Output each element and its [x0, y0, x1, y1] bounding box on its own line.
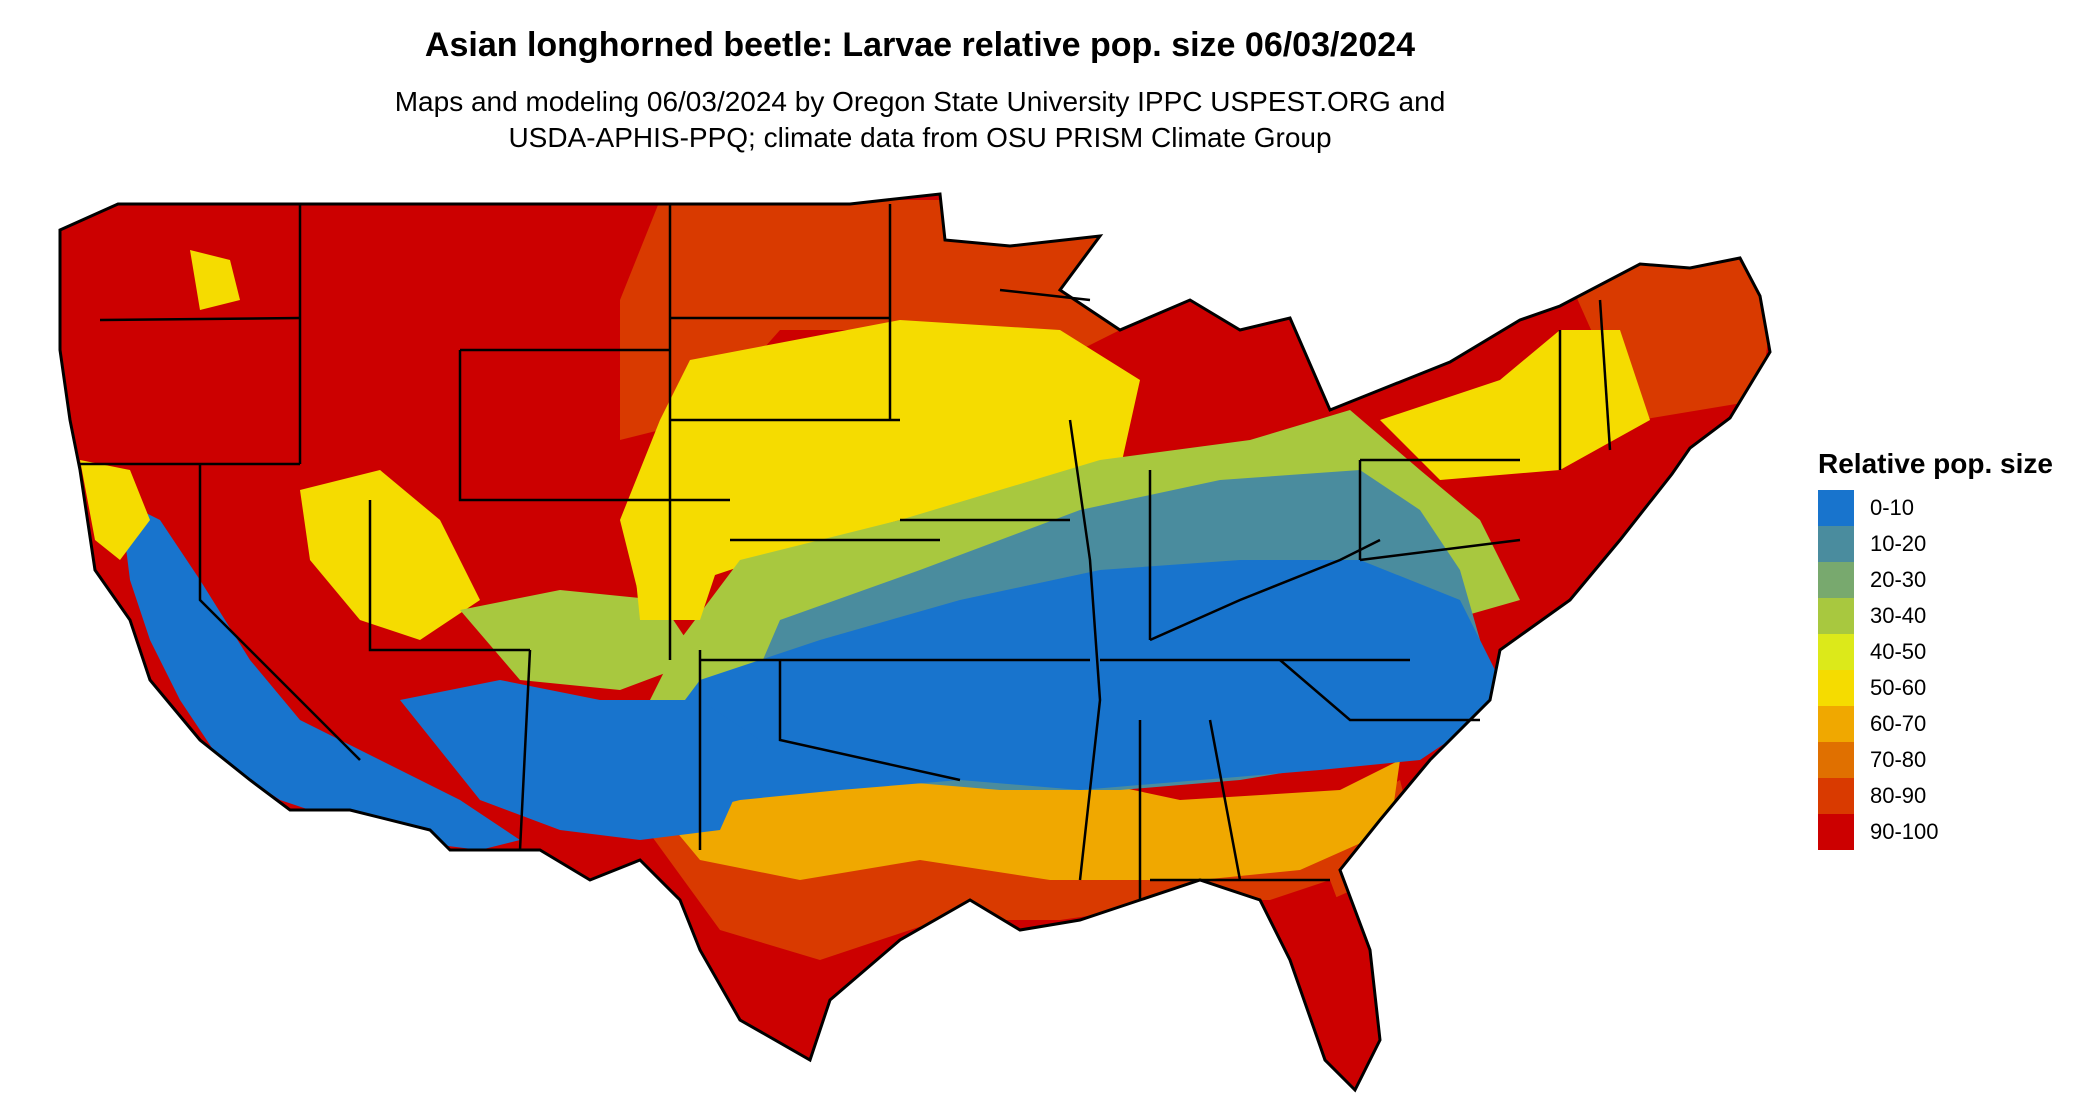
- legend-swatch: [1818, 814, 1854, 850]
- legend-item-50-60: 50-60: [1818, 670, 2053, 706]
- country-outline: [58, 192, 1772, 1093]
- legend-label: 50-60: [1870, 675, 1927, 700]
- legend-label: 40-50: [1870, 639, 1927, 664]
- zone-northwest-50-60: [190, 250, 240, 310]
- legend-label: 80-90: [1870, 783, 1927, 808]
- legend-swatch: [1818, 706, 1854, 742]
- legend-swatch: [1818, 562, 1854, 598]
- legend-swatch: [1818, 778, 1854, 814]
- boundary-mi-wi: [999, 288, 1091, 302]
- zone-coast-50-60: [80, 460, 150, 560]
- legend-item-80-90: 80-90: [1818, 778, 2053, 814]
- zone-southwest-0-10: [400, 680, 760, 840]
- zone-southeast-0-10: [640, 560, 1500, 820]
- population-raster: [60, 194, 1770, 1090]
- zone-northeast-50-60: [1380, 330, 1650, 480]
- zone-basin-50-60: [300, 470, 480, 640]
- legend-swatch: [1818, 634, 1854, 670]
- legend-swatch: [1818, 490, 1854, 526]
- legend-swatch: [1818, 670, 1854, 706]
- legend-item-40-50: 40-50: [1818, 634, 2053, 670]
- legend-label: 0-10: [1870, 495, 1915, 520]
- zone-california-0-10: [120, 500, 520, 850]
- boundary-nv-ca: [198, 464, 361, 761]
- state-boundaries: [80, 204, 1612, 900]
- legend-label: 20-30: [1870, 567, 1927, 592]
- boundary-mississippi: [1068, 419, 1102, 881]
- legend-item-0-10: 0-10: [1818, 490, 2053, 526]
- map-title: Asian longhorned beetle: Larvae relative…: [424, 26, 1416, 64]
- zone-florida-90-100: [1270, 880, 1370, 1080]
- legend-swatch: [1818, 598, 1854, 634]
- legend-swatch: [1818, 742, 1854, 778]
- legend-item-70-80: 70-80: [1818, 742, 2053, 778]
- legend-label: 90-100: [1870, 819, 1939, 844]
- boundary-az-nm: [518, 649, 532, 851]
- subtitle-line-1: Maps and modeling 06/03/2024 by Oregon S…: [394, 86, 1446, 117]
- us-population-map: [58, 192, 1772, 1093]
- legend-item-20-30: 20-30: [1818, 562, 2053, 598]
- subtitle-line-2: USDA-APHIS-PPQ; climate data from OSU PR…: [508, 122, 1332, 153]
- legend-item-10-20: 10-20: [1818, 526, 2053, 562]
- legend-label: 10-20: [1870, 531, 1927, 556]
- boundary-ut-az: [368, 500, 530, 652]
- zone-plains-50-60: [620, 320, 1140, 600]
- zone-rockies-50-60: [630, 500, 720, 620]
- legend-swatch: [1818, 526, 1854, 562]
- boundary-wa-or: [99, 316, 301, 322]
- boundary-vt-nh: [1598, 299, 1612, 451]
- boundary-tn-nc: [1279, 659, 1480, 722]
- legend-items: 0-10 10-20 20-30 30-40 40-50 50-60 60-70…: [1818, 490, 2053, 850]
- boundary-al-ga: [1208, 719, 1242, 881]
- boundary-ohio-river: [1149, 538, 1381, 642]
- boundary-wy-co: [458, 350, 730, 502]
- legend-label: 30-40: [1870, 603, 1927, 628]
- legend-item-90-100: 90-100: [1818, 814, 2053, 850]
- legend-item-30-40: 30-40: [1818, 598, 2053, 634]
- boundary-ok-tx: [778, 660, 961, 782]
- map-subtitle: Maps and modeling 06/03/2024 by Oregon S…: [0, 84, 1840, 156]
- legend-label: 70-80: [1870, 747, 1927, 772]
- boundary-va-md: [1359, 538, 1521, 562]
- zone-north-80-90: [620, 200, 1140, 440]
- legend-item-60-70: 60-70: [1818, 706, 2053, 742]
- legend: Relative pop. size 0-10 10-20 20-30 30-4…: [1818, 448, 2053, 850]
- zone-northeast-80-90: [1560, 250, 1770, 420]
- legend-label: 60-70: [1870, 711, 1927, 736]
- legend-title: Relative pop. size: [1818, 448, 2053, 479]
